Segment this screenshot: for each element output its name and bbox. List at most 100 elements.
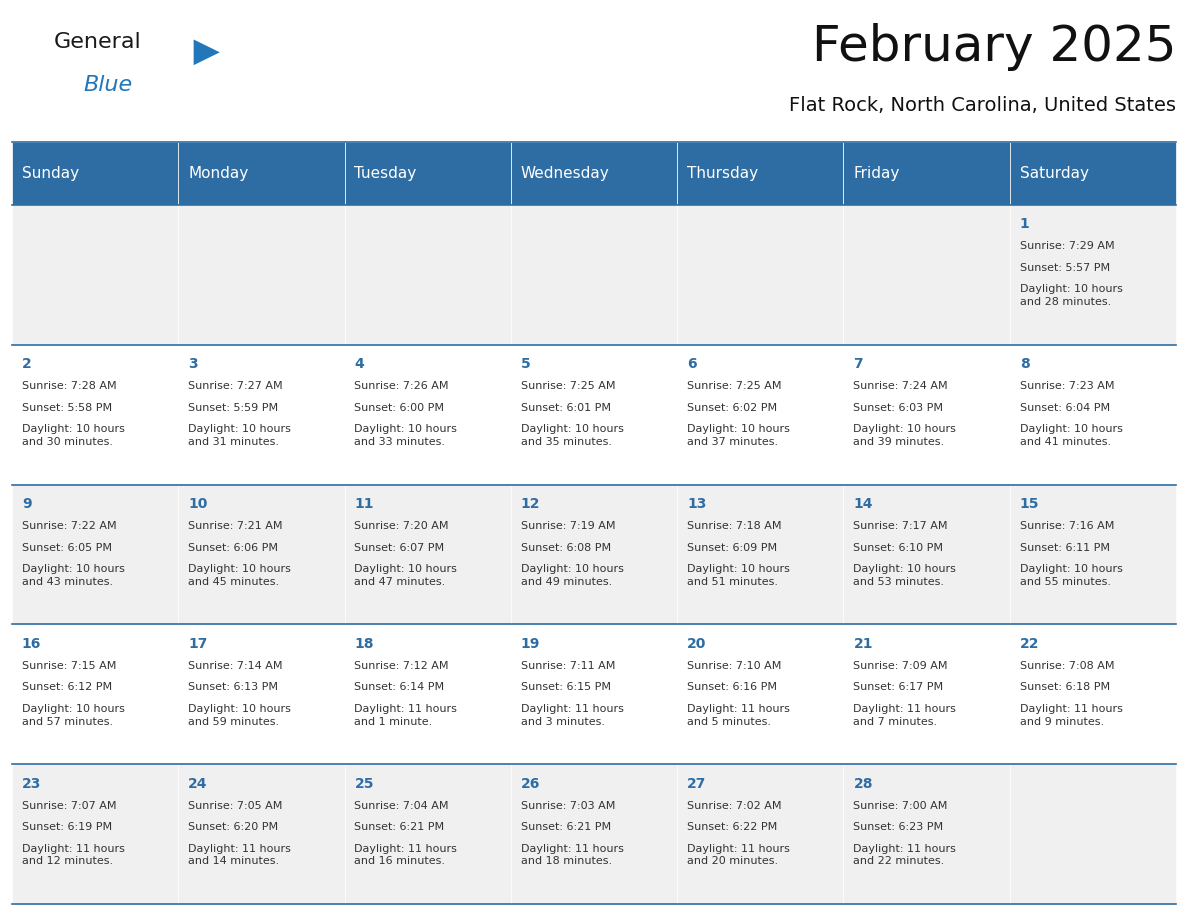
Text: 22: 22 [1019,637,1040,651]
Text: Sunrise: 7:11 AM: Sunrise: 7:11 AM [520,661,615,671]
Text: Sunset: 6:09 PM: Sunset: 6:09 PM [687,543,777,553]
Text: 9: 9 [21,498,32,511]
Text: Daylight: 11 hours
and 20 minutes.: Daylight: 11 hours and 20 minutes. [687,844,790,867]
Bar [677,485,843,624]
Text: Sunset: 6:07 PM: Sunset: 6:07 PM [354,543,444,553]
Text: Sunrise: 7:28 AM: Sunrise: 7:28 AM [21,381,116,391]
Text: Sunset: 6:14 PM: Sunset: 6:14 PM [354,682,444,692]
Bar [12,624,178,765]
Text: Sunrise: 7:12 AM: Sunrise: 7:12 AM [354,661,449,671]
Text: Sunset: 6:00 PM: Sunset: 6:00 PM [354,403,444,413]
Text: Daylight: 10 hours
and 45 minutes.: Daylight: 10 hours and 45 minutes. [188,565,291,587]
Text: Sunset: 6:06 PM: Sunset: 6:06 PM [188,543,278,553]
Text: 16: 16 [21,637,42,651]
Text: 15: 15 [1019,498,1040,511]
Text: Sunrise: 7:00 AM: Sunrise: 7:00 AM [853,800,948,811]
Bar [1010,765,1176,904]
Bar [1010,205,1176,344]
Text: 24: 24 [188,777,208,791]
Text: Sunrise: 7:04 AM: Sunrise: 7:04 AM [354,800,449,811]
Text: Sunrise: 7:05 AM: Sunrise: 7:05 AM [188,800,283,811]
Text: Sunset: 6:01 PM: Sunset: 6:01 PM [520,403,611,413]
Text: Daylight: 10 hours
and 35 minutes.: Daylight: 10 hours and 35 minutes. [520,424,624,447]
Text: Sunset: 6:10 PM: Sunset: 6:10 PM [853,543,943,553]
Text: Sunrise: 7:15 AM: Sunrise: 7:15 AM [21,661,116,671]
Polygon shape [194,39,220,65]
Text: Daylight: 11 hours
and 3 minutes.: Daylight: 11 hours and 3 minutes. [520,704,624,726]
Bar [511,142,677,205]
Text: Sunset: 5:59 PM: Sunset: 5:59 PM [188,403,278,413]
Bar [12,142,178,205]
Text: 20: 20 [687,637,707,651]
Text: 2: 2 [21,357,32,371]
Text: Sunrise: 7:10 AM: Sunrise: 7:10 AM [687,661,782,671]
Bar [345,765,511,904]
Text: Sunrise: 7:19 AM: Sunrise: 7:19 AM [520,521,615,531]
Bar [843,142,1010,205]
Text: 14: 14 [853,498,873,511]
Text: Daylight: 11 hours
and 22 minutes.: Daylight: 11 hours and 22 minutes. [853,844,956,867]
Text: Sunset: 6:19 PM: Sunset: 6:19 PM [21,823,112,833]
Text: 18: 18 [354,637,374,651]
Bar [345,205,511,344]
Text: 28: 28 [853,777,873,791]
Bar [12,205,178,344]
Text: Daylight: 11 hours
and 1 minute.: Daylight: 11 hours and 1 minute. [354,704,457,726]
Text: 21: 21 [853,637,873,651]
Text: 1: 1 [1019,218,1030,231]
Text: Sunday: Sunday [21,166,78,181]
Text: Sunrise: 7:16 AM: Sunrise: 7:16 AM [1019,521,1114,531]
Text: Daylight: 10 hours
and 28 minutes.: Daylight: 10 hours and 28 minutes. [1019,285,1123,307]
Text: Daylight: 10 hours
and 37 minutes.: Daylight: 10 hours and 37 minutes. [687,424,790,447]
Text: Daylight: 11 hours
and 16 minutes.: Daylight: 11 hours and 16 minutes. [354,844,457,867]
Text: Sunset: 6:22 PM: Sunset: 6:22 PM [687,823,777,833]
Text: Tuesday: Tuesday [354,166,417,181]
Text: Daylight: 10 hours
and 31 minutes.: Daylight: 10 hours and 31 minutes. [188,424,291,447]
Text: Monday: Monday [188,166,248,181]
Bar [12,485,178,624]
Bar [511,205,677,344]
Bar [1010,142,1176,205]
Bar [178,142,345,205]
Text: Sunset: 6:08 PM: Sunset: 6:08 PM [520,543,611,553]
Bar [677,142,843,205]
Text: Daylight: 10 hours
and 53 minutes.: Daylight: 10 hours and 53 minutes. [853,565,956,587]
Text: Daylight: 10 hours
and 57 minutes.: Daylight: 10 hours and 57 minutes. [21,704,125,726]
Text: Thursday: Thursday [687,166,758,181]
Bar [178,205,345,344]
Text: Daylight: 10 hours
and 30 minutes.: Daylight: 10 hours and 30 minutes. [21,424,125,447]
Text: Daylight: 10 hours
and 59 minutes.: Daylight: 10 hours and 59 minutes. [188,704,291,726]
Text: Flat Rock, North Carolina, United States: Flat Rock, North Carolina, United States [789,96,1176,116]
Text: Sunrise: 7:27 AM: Sunrise: 7:27 AM [188,381,283,391]
Text: Sunrise: 7:09 AM: Sunrise: 7:09 AM [853,661,948,671]
Bar [1010,344,1176,485]
Text: 11: 11 [354,498,374,511]
Text: 27: 27 [687,777,707,791]
Bar [178,624,345,765]
Text: Sunrise: 7:20 AM: Sunrise: 7:20 AM [354,521,449,531]
Text: Sunrise: 7:18 AM: Sunrise: 7:18 AM [687,521,782,531]
Bar [677,205,843,344]
Bar [843,485,1010,624]
Text: Sunrise: 7:21 AM: Sunrise: 7:21 AM [188,521,283,531]
Bar [178,485,345,624]
Text: 13: 13 [687,498,707,511]
Text: Sunset: 6:21 PM: Sunset: 6:21 PM [520,823,611,833]
Bar [511,344,677,485]
Bar [843,765,1010,904]
Text: Sunrise: 7:24 AM: Sunrise: 7:24 AM [853,381,948,391]
Text: 26: 26 [520,777,541,791]
Text: Sunset: 6:04 PM: Sunset: 6:04 PM [1019,403,1110,413]
Text: Sunrise: 7:26 AM: Sunrise: 7:26 AM [354,381,449,391]
Text: Sunrise: 7:02 AM: Sunrise: 7:02 AM [687,800,782,811]
Text: Daylight: 10 hours
and 51 minutes.: Daylight: 10 hours and 51 minutes. [687,565,790,587]
Bar [12,765,178,904]
Text: Sunset: 6:15 PM: Sunset: 6:15 PM [520,682,611,692]
Bar [843,624,1010,765]
Bar [1010,624,1176,765]
Text: Daylight: 11 hours
and 12 minutes.: Daylight: 11 hours and 12 minutes. [21,844,125,867]
Text: Sunrise: 7:07 AM: Sunrise: 7:07 AM [21,800,116,811]
Text: Sunrise: 7:29 AM: Sunrise: 7:29 AM [1019,241,1114,252]
Text: Daylight: 11 hours
and 7 minutes.: Daylight: 11 hours and 7 minutes. [853,704,956,726]
Text: Sunrise: 7:17 AM: Sunrise: 7:17 AM [853,521,948,531]
